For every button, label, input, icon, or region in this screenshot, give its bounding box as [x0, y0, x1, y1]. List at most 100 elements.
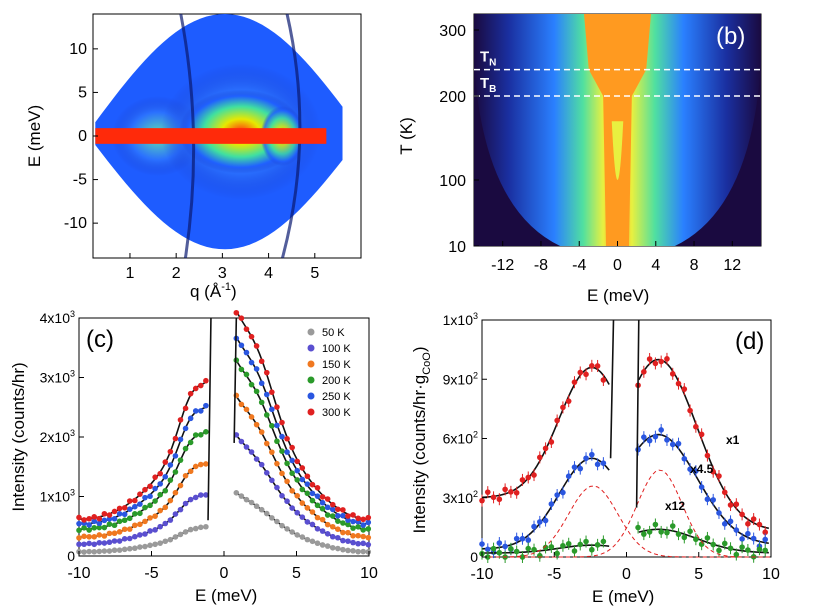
panel-c-data-point: [81, 525, 87, 531]
panel-c-data-point: [157, 481, 163, 487]
panel-c-data-point: [284, 498, 290, 505]
panel-c-data-point: [238, 438, 245, 445]
panel-d-scale-label: x4.5: [690, 462, 714, 476]
panel-c-data-point: [233, 489, 240, 496]
panel-d-data-point: [496, 549, 503, 556]
panel-c-elastic-spike: [207, 317, 238, 521]
panel-b-xtick-label: -4: [572, 257, 586, 274]
panel-c-data-point: [157, 523, 163, 530]
panel-c-data-point: [253, 388, 260, 395]
panel-c-data-point: [142, 486, 148, 493]
panel-c-data-point: [340, 507, 346, 513]
panel-c-data-point: [192, 432, 199, 438]
panel-c-data-point: [304, 536, 311, 543]
panel-c-data-point: [248, 333, 255, 340]
panel-c-data-point: [258, 461, 265, 468]
panel-c-data-point: [335, 534, 341, 541]
panel-d-data-point: [554, 550, 560, 557]
panel-d-data-point: [600, 460, 607, 466]
panel-c-data-point: [309, 481, 316, 488]
panel-d-data-point: [484, 489, 491, 495]
panel-c-data-point: [81, 549, 87, 555]
panel-d-data-point: [537, 519, 543, 525]
panel-b-ytick-label: 10: [448, 239, 466, 256]
panel-d-data-point: [687, 528, 693, 535]
panel-d-data-point: [716, 510, 722, 516]
panel-d-data-point: [733, 551, 740, 558]
panel-c-data-point: [116, 510, 123, 517]
panel-c-data-point: [284, 478, 290, 485]
panel-c-data-point: [203, 429, 209, 435]
panel-d-data-point: [687, 407, 693, 414]
panel-d-data-point: [693, 423, 699, 430]
panel-d-ytick-label: 9x102: [443, 370, 478, 387]
panel-d-data-point: [571, 548, 578, 554]
panel-c-data-point: [238, 493, 245, 499]
panel-c-legend-marker: [307, 344, 315, 352]
panel-c-data-point: [162, 520, 169, 527]
panel-d-data-point: [560, 489, 566, 496]
panel-c-data-point: [263, 510, 270, 517]
panel-a-ytick-label: -10: [64, 215, 87, 232]
panel-d-data-point: [745, 521, 751, 527]
panel-c-data-point: [137, 532, 143, 538]
panel-c-data-point: [192, 385, 199, 392]
panel-c-legend-label: 250 K: [322, 391, 351, 403]
panel-c-data-point: [172, 469, 179, 475]
panel-c-data-point: [167, 477, 174, 483]
panel-c-data-point: [294, 492, 301, 499]
panel-d-data-point: [554, 417, 560, 424]
panel-d-data-point: [762, 529, 769, 536]
panel-c-data-point: [324, 521, 331, 528]
panel-c-legend-label: 50 K: [322, 327, 345, 339]
panel-c-data-point: [132, 511, 138, 517]
panel-d-xtick-label: 10: [762, 566, 780, 583]
panel-c-ytick-label: 3x103: [40, 369, 75, 386]
panel-d-data-point: [675, 440, 682, 447]
panel-c-data-point: [355, 532, 361, 539]
panel-c-data-point: [304, 519, 311, 525]
panel-d-data-point: [565, 473, 572, 480]
panel-c-data-point: [238, 342, 245, 349]
panel-d-data-point: [513, 548, 520, 555]
panel-c-data-point: [279, 419, 285, 426]
panel-c-data-point: [345, 547, 351, 554]
panel-c-data-point: [350, 548, 356, 554]
panel-d-data-point: [669, 523, 676, 529]
panel-d-data-point: [600, 377, 607, 383]
panel-c-data-point: [299, 476, 306, 483]
panel-c-data-point: [329, 506, 336, 513]
panel-b-xtick-label: -8: [534, 257, 548, 274]
panel-c-data-point: [324, 543, 331, 549]
panel-c-data-point: [340, 537, 346, 544]
panel-d-data-point: [525, 474, 532, 481]
panel-b-heatmap: [474, 14, 761, 246]
panel-c-legend-marker: [307, 376, 315, 384]
panel-c-data-point: [253, 343, 260, 349]
panel-c-data-point: [274, 518, 280, 525]
panel-d-data-point: [571, 464, 578, 470]
panel-d-data-point: [658, 427, 664, 433]
panel-c-data-point: [167, 448, 174, 455]
panel-d-data-point: [600, 538, 607, 545]
panel-c-data-point: [86, 540, 92, 547]
panel-c-data-point: [335, 545, 341, 552]
panel-c-data-point: [132, 497, 138, 504]
panel-a-heatmap: [95, 13, 343, 259]
panel-c-data-point: [198, 432, 204, 438]
panel-d-data-point: [560, 404, 566, 411]
panel-c-data-point: [238, 366, 245, 373]
panel-c-data-point: [243, 326, 250, 332]
panel-c-data-point: [187, 496, 194, 503]
panel-c-data-point: [111, 515, 118, 522]
panel-c-data-point: [274, 484, 280, 491]
panel-c-data-point: [126, 545, 133, 552]
panel-c-data-point: [314, 540, 321, 547]
panel-c-data-point: [269, 406, 275, 413]
panel-c-data-point: [177, 506, 184, 513]
panel-b-ytick-label: 200: [439, 89, 466, 106]
panel-c-data-point: [187, 390, 194, 397]
panel-c-data-point: [294, 532, 301, 538]
panel-c-data-point: [299, 486, 306, 493]
